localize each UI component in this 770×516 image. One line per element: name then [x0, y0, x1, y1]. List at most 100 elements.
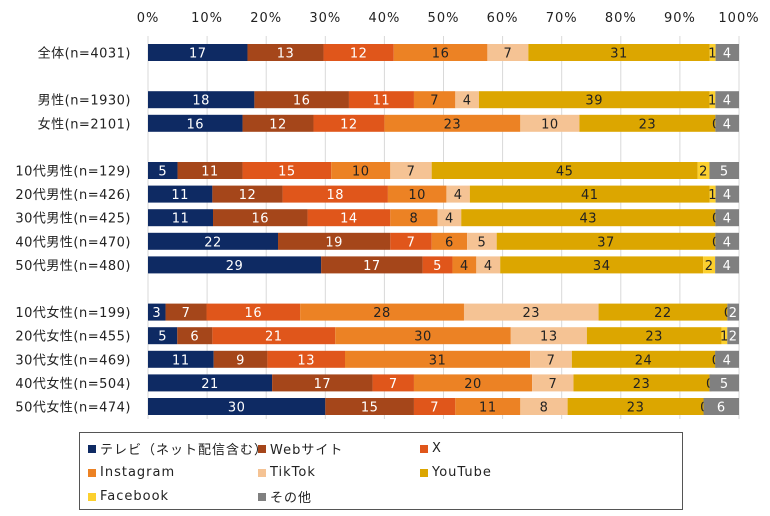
data-label: 18: [326, 188, 344, 203]
bar-segment: [335, 327, 511, 345]
bar-segment: [715, 44, 739, 61]
data-label: 34: [593, 259, 611, 274]
data-label: 10: [352, 165, 370, 180]
bar-segment: [431, 232, 468, 250]
data-label: 5: [720, 165, 729, 180]
data-label: 6: [445, 235, 454, 250]
data-label: 23: [522, 306, 540, 321]
bar-segment: [148, 114, 243, 132]
x-tick-label: 20%: [250, 11, 282, 26]
bar-segment: [213, 350, 268, 368]
bar-segment: [532, 374, 574, 392]
data-label: 23: [645, 330, 663, 345]
legend-item-website: Webサイト: [258, 439, 343, 458]
data-label: 23: [444, 117, 462, 132]
data-label: 1: [720, 330, 729, 345]
data-label: 39: [585, 94, 603, 109]
bar-segment: [727, 303, 739, 321]
bar-segment: [528, 44, 710, 61]
bar-segment: [715, 256, 739, 274]
data-label: 7: [503, 47, 512, 62]
bar-segment: [300, 303, 464, 321]
legend-swatch: [420, 468, 428, 477]
data-label: 14: [340, 212, 358, 227]
bar-segment: [598, 303, 728, 321]
data-label: 37: [597, 235, 615, 250]
bar-segment: [727, 327, 739, 345]
bar-segment: [177, 327, 213, 345]
data-label: 4: [723, 235, 732, 250]
bar-segment: [496, 232, 716, 250]
bar-segment: [715, 185, 739, 203]
bar-segment: [469, 185, 710, 203]
bar-segment: [715, 114, 739, 132]
bar-segment: [413, 91, 456, 109]
bar-segment: [148, 91, 255, 109]
x-tick-label: 40%: [368, 11, 400, 26]
bar-segment: [500, 256, 704, 274]
bar-segment: [148, 327, 178, 345]
bar-segment: [307, 209, 391, 227]
x-tick-label: 70%: [546, 11, 578, 26]
data-label: 11: [171, 188, 189, 203]
bar-segment: [393, 44, 488, 61]
data-label: 7: [430, 401, 439, 416]
category-label: 40代女性(n=504): [15, 376, 131, 392]
data-label: 4: [463, 94, 472, 109]
data-label: 16: [293, 94, 311, 109]
x-tick-label: 0%: [137, 11, 160, 26]
legend-label: YouTube: [432, 465, 492, 480]
bar-segment: [467, 232, 497, 250]
legend-swatch: [258, 492, 266, 501]
data-label: 11: [172, 353, 190, 368]
data-label: 18: [192, 94, 210, 109]
data-label: 24: [635, 353, 653, 368]
bars: 1713121673114181611743914161212231023045…: [148, 44, 739, 416]
bar-segment: [487, 44, 529, 61]
bar-segment: [697, 162, 710, 179]
bar-segment: [213, 209, 308, 227]
bar-segment: [212, 185, 283, 203]
data-label: 4: [460, 259, 469, 274]
bar-segment: [148, 185, 213, 203]
bar-segment: [446, 185, 470, 203]
data-label: 5: [158, 165, 167, 180]
bar-segment: [278, 232, 391, 250]
legend-swatch: [88, 468, 96, 477]
legend-label: X: [432, 441, 442, 456]
data-label: 7: [548, 377, 557, 392]
data-label: 1: [708, 188, 717, 203]
bar-segment: [148, 209, 214, 227]
data-label: 21: [265, 330, 283, 345]
legend-label: テレビ（ネット配信含む）: [100, 443, 269, 458]
bar-segment: [247, 44, 324, 61]
data-label: 45: [556, 165, 574, 180]
x-tick-label: 10%: [191, 11, 223, 26]
bar-segment: [463, 303, 599, 321]
bar-segment: [452, 256, 477, 274]
data-label: 4: [723, 47, 732, 62]
stacked-bar-chart: 0% 10% 20% 30% 40% 50% 60% 70% 80% 90% 100% 全体(n=4…: [15, 11, 759, 419]
legend-item-other: その他: [258, 487, 312, 506]
bar-segment: [461, 209, 716, 227]
data-label: 17: [314, 377, 332, 392]
bar-segment: [148, 374, 273, 392]
x-tick-label: 50%: [428, 11, 460, 26]
data-label: 7: [407, 165, 416, 180]
data-label: 16: [432, 47, 450, 62]
bar-segment: [148, 256, 322, 274]
legend-item-youtube: YouTube: [420, 465, 492, 480]
data-label: 20: [464, 377, 482, 392]
data-label: 7: [407, 235, 416, 250]
bar-segment: [390, 232, 432, 250]
data-label: 13: [277, 47, 295, 62]
bar-segment: [413, 374, 533, 392]
data-label: 17: [189, 47, 207, 62]
bar-segment: [348, 91, 414, 109]
data-label: 4: [723, 212, 732, 227]
bar-segment: [148, 398, 326, 415]
data-label: 3: [152, 306, 161, 321]
bar-segment: [715, 232, 739, 250]
bar-segment: [148, 350, 214, 368]
bar-segment: [177, 162, 243, 179]
